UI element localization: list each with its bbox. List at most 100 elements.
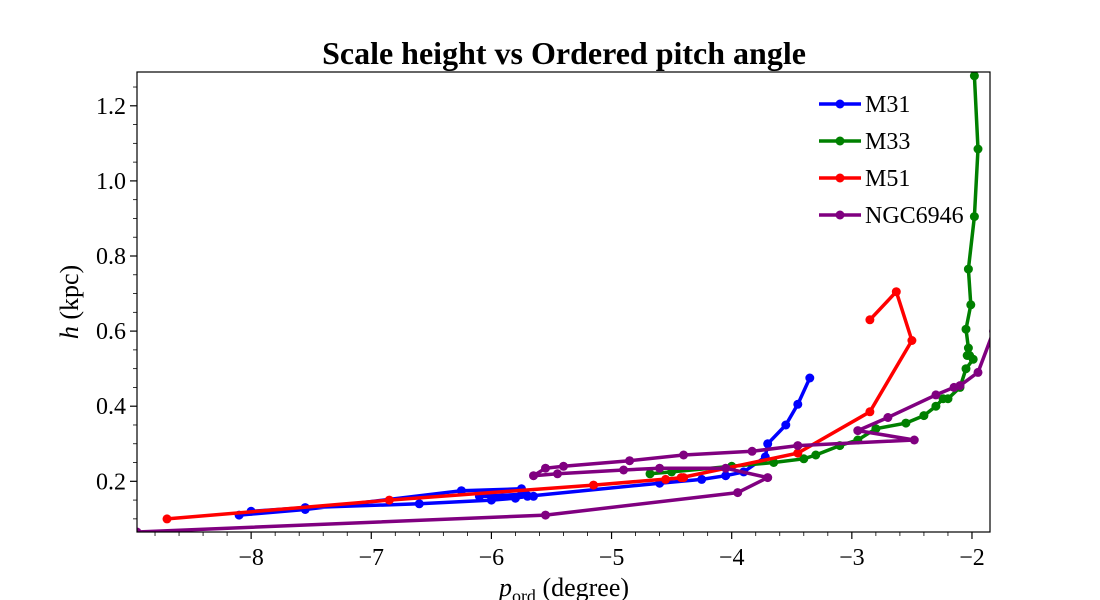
legend-marker — [835, 136, 845, 146]
data-point-m31-11 — [486, 495, 496, 505]
data-point-ngc6946-7 — [909, 435, 919, 445]
data-point-m33-9 — [968, 354, 978, 364]
data-point-m33-16 — [901, 418, 911, 428]
x-tick-label: −6 — [479, 545, 505, 571]
data-point-m33-13 — [938, 394, 948, 404]
series-line-m33 — [648, 74, 980, 476]
legend: M31 M33 M51 NGC6946 — [819, 92, 964, 229]
legend-item-m31: M31 — [819, 92, 910, 118]
data-point-ngc6946-13 — [541, 463, 550, 473]
data-point-ngc6946-15 — [553, 469, 562, 479]
data-point-m51-0 — [865, 315, 875, 325]
data-point-m31-0 — [805, 373, 815, 383]
data-point-m51-6 — [661, 474, 671, 484]
data-point-m33-6 — [963, 343, 973, 353]
series-m51 — [162, 287, 917, 524]
x-tick-label: −8 — [238, 545, 264, 571]
data-point-ngc6946-19 — [763, 473, 773, 483]
data-point-m33-17 — [871, 424, 881, 434]
axis-ticks: −8 −7 −6 −5 −4 −3 −2 0.2 0.4 0.6 0.8 1.0 1.2 — [96, 86, 985, 571]
y-axis-label: h (kpc) — [55, 265, 84, 339]
data-point-m33-14 — [931, 401, 941, 411]
legend-marker — [835, 210, 845, 220]
data-point-m51-7 — [679, 473, 689, 483]
data-point-m51-2 — [907, 336, 917, 345]
data-point-ngc6946-10 — [679, 450, 689, 460]
x-tick-label: −4 — [719, 545, 745, 571]
y-tick-label: 0.4 — [96, 394, 126, 420]
legend-label: M31 — [865, 92, 910, 118]
data-point-ngc6946-5 — [883, 413, 893, 422]
data-point-m31-6 — [721, 471, 731, 481]
x-tick-label: −2 — [959, 545, 985, 571]
data-point-m31-2 — [781, 420, 791, 430]
x-axis-label: pord (degree) — [497, 573, 629, 600]
data-point-ngc6946-3 — [949, 382, 959, 392]
legend-item-m51: M51 — [819, 166, 910, 192]
legend-label: M51 — [865, 166, 910, 192]
y-tick-label: 0.8 — [96, 244, 126, 270]
series-m33 — [645, 72, 983, 479]
y-tick-label: 0.6 — [96, 319, 126, 345]
data-point-m33-0 — [969, 72, 979, 81]
series-ngc6946 — [137, 328, 990, 532]
data-point-ngc6946-11 — [625, 456, 635, 466]
data-point-m33-25 — [645, 469, 655, 479]
data-point-m33-4 — [966, 300, 976, 310]
data-point-m31-1 — [793, 399, 803, 409]
legend-label: NGC6946 — [865, 203, 964, 229]
data-point-ngc6946-17 — [655, 463, 665, 473]
legend-marker — [835, 99, 845, 109]
chart-title: Scale height vs Ordered pitch angle — [322, 35, 806, 71]
series-m31 — [234, 373, 815, 520]
legend-item-ngc6946: NGC6946 — [819, 203, 964, 229]
data-point-m31-7 — [697, 474, 707, 484]
data-point-m33-2 — [969, 212, 979, 222]
data-point-ngc6946-12 — [559, 461, 568, 471]
data-point-ngc6946-16 — [619, 465, 629, 475]
data-point-m51-1 — [891, 287, 901, 297]
y-tick-label: 1.0 — [96, 169, 126, 195]
data-point-m51-3 — [865, 407, 875, 417]
data-point-m33-15 — [919, 411, 929, 421]
y-tick-label: 1.2 — [96, 94, 126, 120]
data-point-m51-4 — [793, 448, 803, 458]
x-tick-label: −3 — [839, 545, 865, 571]
data-point-ngc6946-8 — [793, 441, 803, 451]
y-axis-label-main: h — [55, 326, 84, 339]
data-point-ngc6946-14 — [529, 471, 538, 481]
data-point-ngc6946-1 — [973, 367, 983, 377]
data-point-ngc6946-18 — [721, 463, 731, 473]
x-tick-label: −7 — [359, 545, 385, 571]
data-point-ngc6946-20 — [733, 488, 743, 498]
y-axis-label-rest: (kpc) — [55, 265, 84, 326]
data-point-ngc6946-6 — [853, 426, 863, 436]
data-point-m33-1 — [973, 144, 983, 154]
data-point-m33-5 — [961, 324, 971, 334]
series-line-ngc6946 — [137, 335, 990, 532]
data-point-ngc6946-22 — [137, 527, 142, 532]
data-point-m31-3 — [763, 439, 773, 449]
x-axis-label-rest: (degree) — [536, 573, 629, 600]
data-point-m51-9 — [384, 495, 394, 505]
legend-item-m33: M33 — [819, 129, 910, 155]
data-point-ngc6946-21 — [541, 510, 550, 520]
data-point-ngc6946-4 — [931, 390, 941, 400]
data-point-m31-19 — [529, 491, 538, 501]
data-point-m31-12 — [414, 499, 424, 509]
x-axis-label-main: p — [497, 573, 512, 600]
data-point-m51-8 — [589, 480, 598, 490]
legend-label: M33 — [865, 129, 910, 155]
data-point-ngc6946-9 — [747, 446, 757, 456]
x-tick-label: −5 — [599, 545, 625, 571]
legend-marker — [835, 173, 845, 183]
plot-area — [137, 72, 990, 532]
data-point-m33-20 — [811, 450, 821, 460]
y-tick-label: 0.2 — [96, 469, 126, 495]
data-point-m33-3 — [963, 264, 973, 274]
x-axis-label-sub: ord — [512, 586, 536, 600]
data-point-m33-21 — [799, 454, 809, 464]
data-point-m51-10 — [162, 514, 172, 524]
data-point-m33-10 — [961, 364, 971, 374]
